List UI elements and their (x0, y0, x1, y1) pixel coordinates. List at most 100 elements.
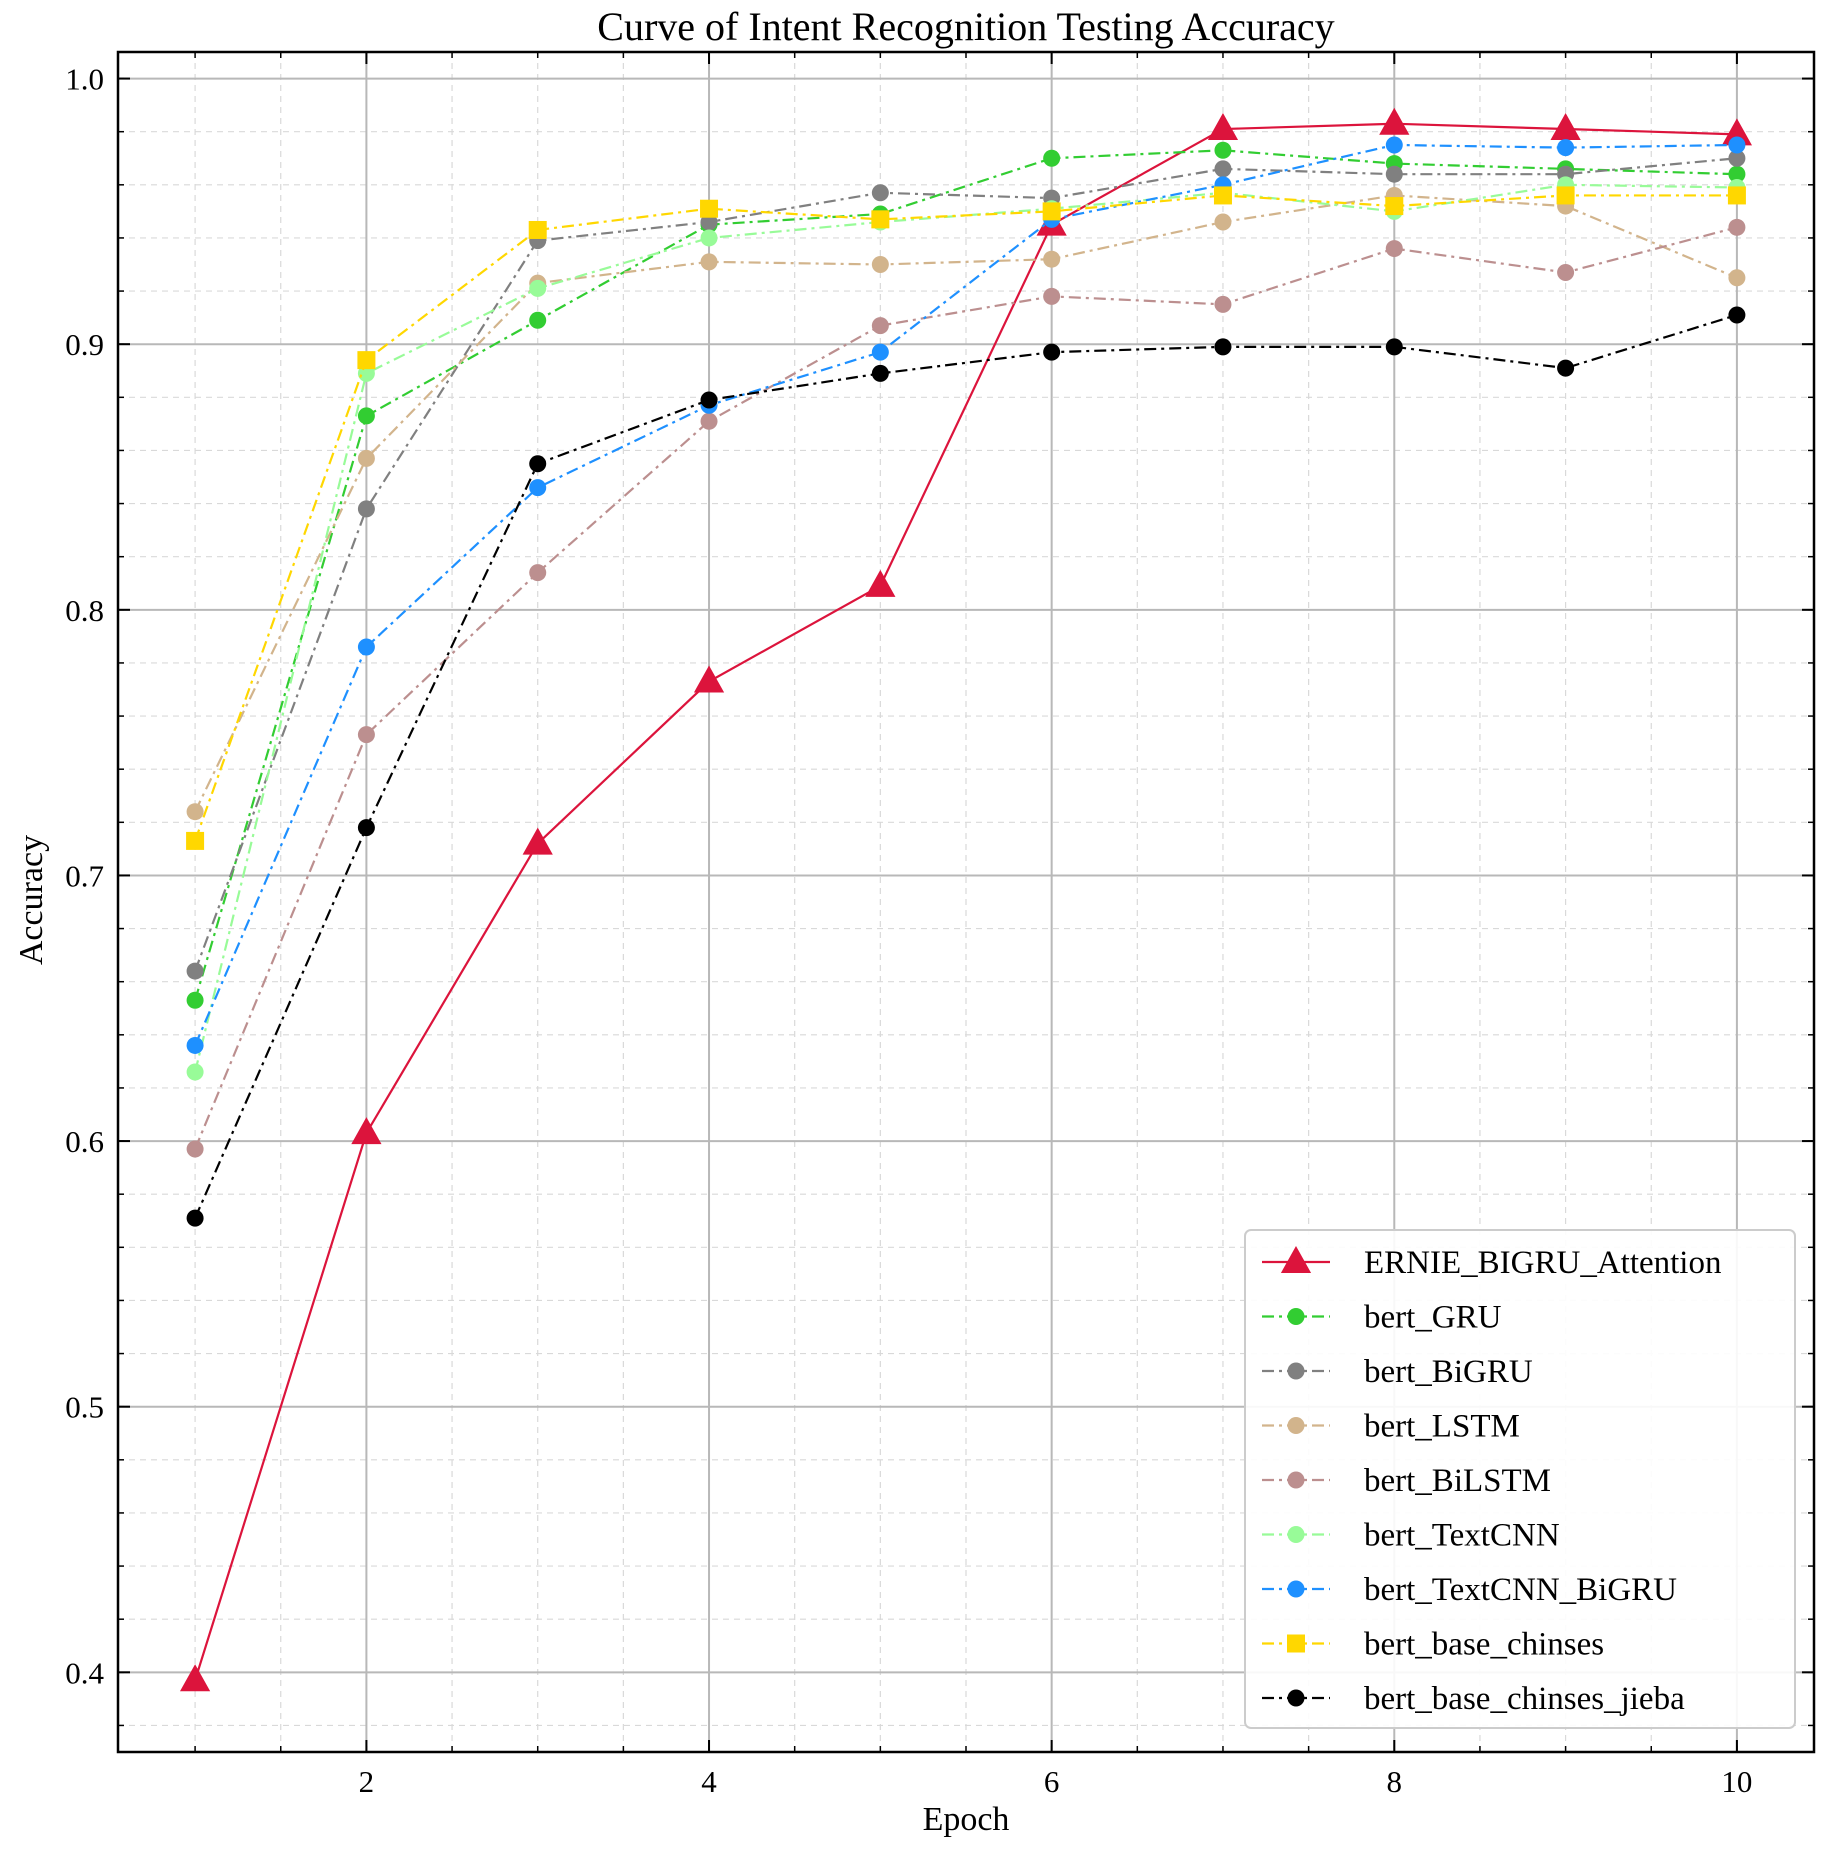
x-tick-label: 6 (1044, 1764, 1060, 1799)
legend-marker (1287, 1471, 1305, 1489)
data-point (1728, 218, 1746, 236)
data-point (1728, 269, 1746, 287)
data-point (179, 1664, 211, 1692)
y-tick-label: 0.4 (65, 1655, 104, 1690)
series-line (194, 313, 1738, 1219)
data-point (529, 455, 547, 473)
y-tick-label: 0.7 (65, 858, 104, 893)
series-bert_base_chinses_jieba (186, 306, 1746, 1227)
series-line (194, 143, 1737, 1046)
data-point (1557, 263, 1575, 281)
data-point (1556, 186, 1575, 205)
data-point (1557, 359, 1575, 377)
chart-title: Curve of Intent Recognition Testing Accu… (597, 4, 1334, 49)
series-line (194, 157, 1738, 972)
legend-label: bert_BiLSTM (1364, 1463, 1551, 1499)
data-point (1207, 113, 1239, 141)
legend-label: bert_TextCNN_BiGRU (1364, 1572, 1677, 1608)
data-point (871, 317, 889, 335)
x-tick-label: 4 (701, 1764, 717, 1799)
legend-label: bert_base_chinses (1364, 1627, 1604, 1663)
data-point (1728, 149, 1746, 167)
legend-marker (1287, 1417, 1305, 1434)
data-point (1042, 202, 1061, 221)
data-point (186, 962, 204, 980)
data-point (1557, 139, 1575, 157)
data-point (1728, 306, 1746, 324)
data-point (871, 343, 889, 361)
data-point (528, 220, 547, 239)
legend-items: ERNIE_BIGRU_Attention bert_GRU bert_BiGRUb… (1262, 1245, 1721, 1717)
legend-marker (1287, 1689, 1305, 1707)
legend-label: bert_base_chinses_jieba (1364, 1681, 1685, 1717)
data-point (1214, 338, 1232, 356)
data-point (1043, 149, 1061, 167)
y-tick-label: 0.9 (65, 327, 104, 362)
legend-label: bert_TextCNN (1364, 1518, 1560, 1554)
data-point (357, 819, 375, 837)
legend: ERNIE_BIGRU_Attention bert_GRU bert_BiGRUb… (1244, 1229, 1796, 1729)
data-point (186, 991, 204, 1009)
data-point (357, 500, 375, 518)
data-point (357, 351, 376, 370)
data-point (871, 210, 890, 229)
data-point (357, 726, 375, 744)
data-point (1214, 160, 1232, 178)
legend-marker (1280, 1245, 1312, 1273)
x-tick-label: 10 (1721, 1764, 1752, 1799)
data-point (186, 1140, 204, 1158)
data-point (1728, 165, 1746, 183)
data-point (700, 213, 718, 231)
data-point (871, 364, 889, 382)
data-point (1550, 113, 1581, 141)
data-point (1727, 186, 1746, 205)
plot-frame (116, 50, 1816, 1754)
legend-marker (1287, 1362, 1305, 1380)
data-point (865, 569, 896, 597)
data-point (700, 199, 719, 218)
y-tick-label: 0.8 (65, 593, 104, 628)
series-line (194, 122, 1737, 1681)
legend-marker (1287, 1308, 1305, 1325)
data-point (1214, 141, 1232, 159)
data-point (186, 1209, 204, 1227)
data-point (1728, 136, 1746, 154)
data-point (1043, 250, 1061, 268)
data-point (529, 279, 547, 297)
data-point (357, 407, 375, 425)
legend-box (1244, 1229, 1796, 1729)
data-point (529, 311, 547, 329)
data-point (529, 479, 547, 497)
y-tick-label: 0.6 (65, 1124, 104, 1159)
legend-label: bert_GRU (1364, 1300, 1502, 1336)
legend-marker (1287, 1526, 1305, 1543)
legend-label: bert_BiGRU (1364, 1354, 1533, 1390)
x-tick-label: 2 (359, 1764, 375, 1799)
data-point (522, 827, 553, 855)
data-point (1385, 165, 1403, 183)
legend-item: bert_base_chinses_jieba (1262, 1681, 1685, 1717)
data-point (186, 1063, 204, 1081)
legend-item: bert_TextCNN (1262, 1518, 1560, 1554)
data-point (186, 803, 204, 821)
series-layer (179, 107, 1753, 1692)
data-point (693, 665, 725, 693)
series-bert_base_chinses (186, 186, 1746, 850)
data-point (700, 253, 718, 271)
y-tick-label: 0.5 (65, 1390, 104, 1425)
data-point (1214, 213, 1232, 231)
data-point (1043, 343, 1061, 361)
series-line (194, 149, 1737, 1001)
data-point (1385, 338, 1403, 356)
data-point (186, 1036, 204, 1054)
legend-item: bert_base_chinses (1262, 1627, 1604, 1663)
legend-label: bert_LSTM (1364, 1409, 1520, 1445)
data-point (700, 412, 718, 430)
data-point (1213, 186, 1232, 205)
legend-item: bert_TextCNN_BiGRU (1262, 1572, 1677, 1608)
series-bert_BiLSTM (186, 218, 1746, 1158)
data-point (871, 184, 889, 202)
data-point (1385, 197, 1404, 216)
legend-label: ERNIE_BIGRU_Attention (1364, 1245, 1721, 1281)
